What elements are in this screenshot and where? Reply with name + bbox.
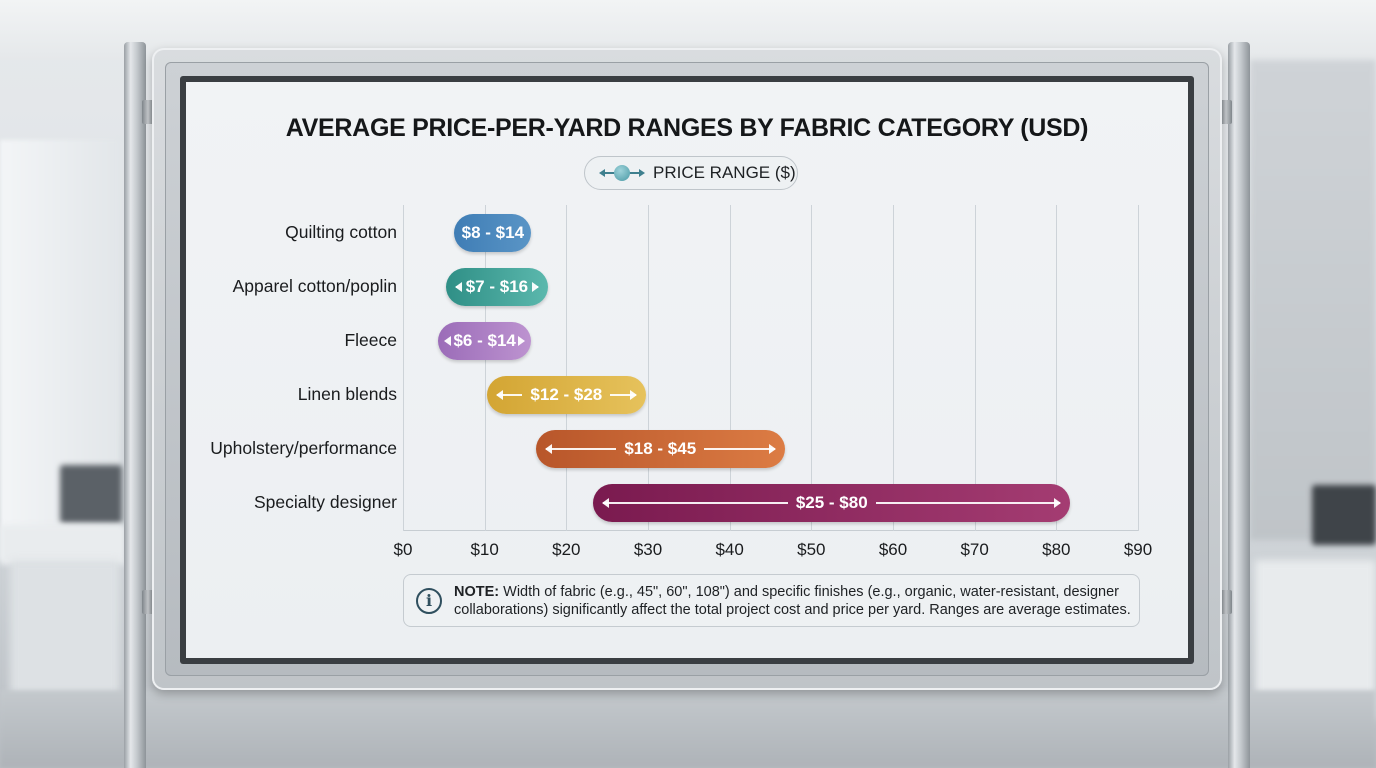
range-label: $25 - $80 (795, 493, 868, 512)
gridline (566, 205, 568, 531)
gridline (974, 205, 976, 531)
background-wall (1250, 60, 1376, 540)
note-text: NOTE: Width of fabric (e.g., 45", 60", 1… (454, 583, 1131, 619)
range-label: $7 - $16 (465, 277, 529, 296)
right-arrow-icon (610, 390, 638, 400)
background-desk (0, 525, 125, 565)
right-arrow-icon (704, 444, 776, 454)
category-label: Upholstery/performance (210, 438, 397, 458)
x-tick-label: $90 (1123, 540, 1153, 559)
gridline (484, 205, 486, 531)
x-tick-label: $0 (393, 540, 413, 559)
gridline (648, 205, 649, 531)
gridline (403, 205, 404, 531)
stand-post-right (1228, 42, 1250, 768)
category-label: Quilting cotton (285, 222, 397, 242)
range-arrow-icon (599, 165, 645, 181)
frame-clip (1220, 100, 1232, 124)
background-monitor (60, 465, 122, 523)
range-bar: $8 - $14 (454, 214, 532, 252)
note-line-1: Width of fabric (e.g., 45", 60", 108") a… (499, 583, 1120, 600)
left-arrow-icon (495, 390, 523, 400)
right-arrow-icon (875, 498, 1061, 508)
range-bar: $25 - $80 (593, 484, 1071, 522)
plot-area: Quilting cotton $8 - $14 Apparel cotton/po… (210, 205, 1139, 531)
note-prefix: NOTE: (454, 583, 500, 600)
x-tick-label: $30 (633, 540, 663, 559)
x-tick-label: $10 (470, 540, 499, 559)
x-tick-label: $50 (797, 540, 826, 559)
frame-clip (142, 590, 154, 614)
left-arrow-icon (602, 498, 788, 508)
category-label: Apparel cotton/poplin (232, 276, 397, 296)
x-tick-label: $60 (878, 540, 908, 559)
x-tick-label: $80 (1042, 540, 1071, 559)
range-label: $6 - $14 (453, 331, 516, 350)
gridline (729, 205, 731, 531)
chart-legend: PRICE RANGE ($) (584, 156, 798, 190)
gridline (893, 205, 894, 531)
left-arrow-icon (455, 282, 461, 292)
category-label: Linen blends (297, 384, 397, 404)
background-monitor (1312, 485, 1376, 545)
frame-clip (142, 100, 154, 124)
x-tick-label: $20 (552, 540, 581, 559)
range-bar: $7 - $16 (446, 268, 548, 306)
legend-label: PRICE RANGE ($) (653, 163, 796, 182)
info-icon: i (416, 587, 442, 614)
background-cabinet (10, 560, 120, 710)
gridline (1138, 205, 1139, 531)
note-line-2: collaborations) significantly affect the… (454, 601, 1131, 618)
range-bar: $18 - $45 (536, 430, 785, 468)
frame-clip (1220, 590, 1232, 614)
x-tick-label: $70 (960, 540, 989, 559)
x-tick-label: $40 (715, 540, 744, 559)
category-label: Fleece (344, 330, 397, 350)
note-box: i NOTE: Width of fabric (e.g., 45", 60",… (403, 574, 1140, 627)
range-label: $18 - $45 (624, 439, 697, 458)
range-label: $12 - $28 (530, 385, 603, 404)
gridline (811, 205, 813, 531)
x-axis-line (403, 530, 1138, 531)
range-bar: $12 - $28 (487, 376, 646, 414)
left-arrow-icon (544, 444, 617, 454)
range-bar: $6 - $14 (438, 322, 532, 360)
gridline (1056, 205, 1058, 531)
stand-post-left (124, 42, 146, 768)
right-arrow-icon (532, 282, 539, 292)
background-floor (0, 690, 1376, 768)
category-label: Specialty designer (254, 492, 397, 512)
range-label: $8 - $14 (461, 223, 525, 242)
chart-title: AVERAGE PRICE-PER-YARD RANGES BY FABRIC … (285, 114, 1089, 142)
